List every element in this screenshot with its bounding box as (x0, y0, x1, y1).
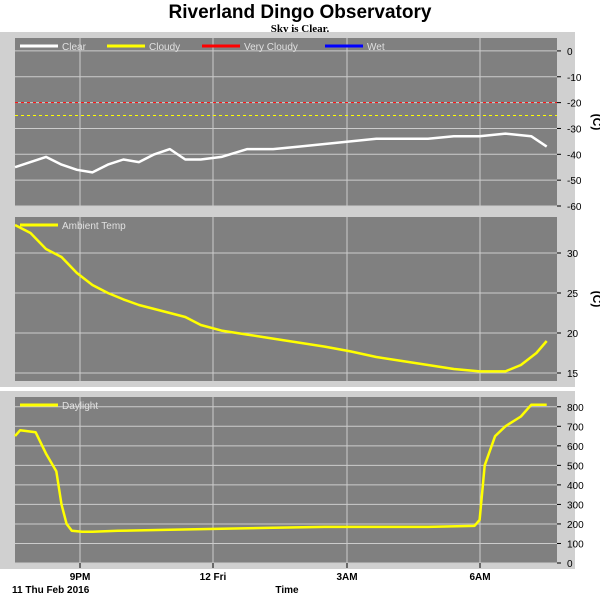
y-tick-label: 200 (567, 520, 584, 531)
y-unit-label: (C) (590, 114, 600, 131)
y-tick-label: -30 (567, 124, 582, 135)
panel-ambient: 15 20 25 30 (C) Ambient Temp (0, 211, 600, 387)
x-axis: 9PM 12 Fri 3AM 6AM (70, 563, 491, 583)
x-tick-label: 9PM (70, 572, 91, 583)
y-tick-label: 800 (567, 403, 584, 414)
legend-label: Clear (62, 42, 87, 53)
y-unit-label: (C) (590, 291, 600, 308)
y-tick-label: -50 (567, 176, 582, 187)
y-tick-label: 25 (567, 289, 579, 300)
panel-daylight: 0 100 200 300 400 500 600 700 800 Daylight (0, 391, 584, 570)
legend-label: Cloudy (149, 42, 180, 53)
plot-area (15, 397, 557, 563)
y-tick-label: 700 (567, 422, 584, 433)
legend-label: Daylight (62, 401, 98, 412)
y-tick-label: 15 (567, 369, 579, 380)
y-tick-label: 0 (567, 559, 573, 570)
x-tick-label: 12 Fri (200, 572, 227, 583)
y-tick-label: -10 (567, 73, 582, 84)
chart-title: Riverland Dingo Observatory (169, 2, 432, 23)
y-tick-label: -20 (567, 99, 582, 110)
y-tick-label: 600 (567, 442, 584, 453)
series-line-daylight (14, 403, 547, 534)
date-label: 11 Thu Feb 2016 (12, 585, 90, 596)
plot-area (15, 217, 557, 381)
y-tick-label: 300 (567, 500, 584, 511)
y-tick-label: 0 (567, 47, 573, 58)
x-tick-label: 6AM (469, 572, 490, 583)
y-tick-label: 20 (567, 329, 579, 340)
panel-sky: 0 -10 -20 -30 -40 -50 -60 (C) Clear Cloudy Very Cl… (0, 32, 600, 213)
y-tick-label: -60 (567, 202, 582, 213)
plot-area (15, 38, 557, 206)
legend-label: Wet (367, 42, 385, 53)
series-line-ambient-temp (14, 223, 548, 373)
legend-label: Ambient Temp (62, 221, 126, 232)
series-line-clear (14, 132, 548, 174)
y-tick-label: -40 (567, 150, 582, 161)
y-tick-label: 100 (567, 539, 584, 550)
x-axis-label: Time (275, 585, 299, 596)
y-tick-label: 500 (567, 461, 584, 472)
chart-panels: 0 -10 -20 -30 -40 -50 -60 (C) Clear Cloudy Very Cl… (0, 32, 600, 570)
y-tick-label: 30 (567, 249, 579, 260)
legend-label: Very Cloudy (244, 42, 298, 53)
x-tick-label: 3AM (336, 572, 357, 583)
y-tick-label: 400 (567, 481, 584, 492)
